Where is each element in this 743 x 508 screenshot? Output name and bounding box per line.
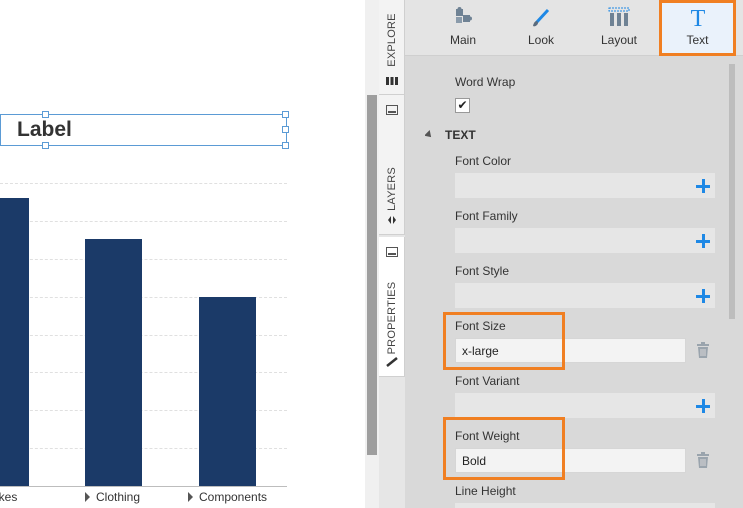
dashboard-canvas: ikes Clothing Components Label xyxy=(0,0,365,508)
add-font-color-icon[interactable] xyxy=(696,179,710,193)
layers-icon xyxy=(388,216,396,224)
panel-icon xyxy=(386,105,398,115)
font-size-label: Font Size xyxy=(455,319,506,333)
line-height-label: Line Height xyxy=(455,484,516,498)
font-weight-label: Font Weight xyxy=(455,429,520,443)
font-weight-field[interactable]: Bold xyxy=(455,448,686,473)
tab-explore[interactable]: EXPLORE xyxy=(379,0,405,95)
look-label: Look xyxy=(527,33,555,47)
label-text: Label xyxy=(17,118,72,141)
bar-components[interactable] xyxy=(199,297,256,486)
text-label: Text xyxy=(686,33,709,47)
x-tick-label: Components xyxy=(199,490,268,504)
bar-clothing[interactable] xyxy=(85,239,142,486)
tab-properties-label: PROPERTIES xyxy=(385,281,398,355)
expand-triangle-icon xyxy=(188,492,193,502)
tab-explore-label: EXPLORE xyxy=(385,13,398,67)
font-style-field[interactable] xyxy=(455,283,715,308)
canvas-scrollbar-thumb[interactable] xyxy=(367,95,377,455)
collapse-caret-icon xyxy=(425,130,434,140)
font-variant-field[interactable] xyxy=(455,393,715,418)
add-font-variant-icon[interactable] xyxy=(696,399,710,413)
chart-gridline xyxy=(0,448,287,449)
add-font-style-icon[interactable] xyxy=(696,289,710,303)
data-stack-icon xyxy=(386,77,398,85)
trash-icon[interactable] xyxy=(696,342,710,359)
word-wrap-label: Word Wrap xyxy=(455,75,516,89)
x-tick-components[interactable]: Components xyxy=(188,490,267,504)
resize-handle[interactable] xyxy=(282,111,289,118)
chart-gridline xyxy=(0,335,287,336)
expand-triangle-icon xyxy=(85,492,90,502)
bar-bikes[interactable] xyxy=(0,198,29,486)
chart-gridline xyxy=(0,221,287,222)
tab-properties[interactable]: PROPERTIES xyxy=(379,237,405,377)
font-size-highlight xyxy=(443,312,565,370)
property-list: Word Wrap ✔ TEXT Font Color Font Family … xyxy=(425,56,725,508)
font-color-field[interactable] xyxy=(455,173,715,198)
resize-handle[interactable] xyxy=(282,142,289,149)
layout-icon xyxy=(608,7,630,26)
font-family-label: Font Family xyxy=(455,209,518,223)
section-text-header[interactable]: TEXT xyxy=(425,128,476,142)
puzzle-icon xyxy=(456,7,472,23)
chart-gridline xyxy=(0,259,287,260)
add-font-family-icon[interactable] xyxy=(696,234,710,248)
section-text-label: TEXT xyxy=(445,128,476,142)
x-tick-clothing[interactable]: Clothing xyxy=(85,490,140,504)
x-axis-line xyxy=(0,486,287,487)
tab-layers[interactable]: LAYERS xyxy=(379,95,405,235)
font-family-field[interactable] xyxy=(455,228,715,253)
x-tick-bikes[interactable]: ikes xyxy=(0,490,17,504)
x-tick-label: ikes xyxy=(0,490,18,504)
side-tabs: EXPLORE LAYERS PROPERTIES xyxy=(379,0,405,508)
text-t-icon: T xyxy=(690,6,705,28)
font-size-field[interactable]: x-large xyxy=(455,338,686,363)
tab-layers-label: LAYERS xyxy=(385,167,398,211)
font-weight-value: Bold xyxy=(462,454,487,468)
font-weight-highlight xyxy=(443,417,565,480)
trash-icon[interactable] xyxy=(696,452,710,469)
panel-icon xyxy=(386,247,398,257)
canvas-scrollbar[interactable] xyxy=(365,0,379,508)
line-height-field[interactable] xyxy=(455,503,715,508)
resize-handle[interactable] xyxy=(42,142,49,149)
panel-toolbar: Main Look Layout T Text xyxy=(405,0,743,56)
properties-panel: Main Look Layout T Text xyxy=(405,0,743,508)
font-style-label: Font Style xyxy=(455,264,510,278)
word-wrap-checkbox[interactable]: ✔ xyxy=(455,98,470,113)
resize-handle[interactable] xyxy=(42,111,49,118)
layout-button[interactable]: Layout xyxy=(581,0,657,56)
font-color-label: Font Color xyxy=(455,154,512,168)
resize-handle[interactable] xyxy=(282,126,289,133)
pencil-icon xyxy=(386,357,398,367)
svg-text:T: T xyxy=(690,6,705,28)
font-variant-label: Font Variant xyxy=(455,374,520,388)
properties-scrollbar[interactable] xyxy=(727,56,737,508)
main-label: Main xyxy=(449,33,476,47)
chart-gridline xyxy=(0,410,287,411)
text-button[interactable]: T Text xyxy=(659,0,736,56)
font-size-value: x-large xyxy=(462,344,499,358)
chart-gridline xyxy=(0,183,287,184)
x-tick-label: Clothing xyxy=(96,490,141,504)
properties-scrollbar-thumb[interactable] xyxy=(729,64,735,319)
chart-gridline xyxy=(0,297,287,298)
brush-icon xyxy=(533,8,550,27)
look-button[interactable]: Look xyxy=(503,0,579,56)
chart-gridline xyxy=(0,372,287,373)
layout-label: Layout xyxy=(600,33,638,47)
main-button[interactable]: Main xyxy=(425,0,501,56)
